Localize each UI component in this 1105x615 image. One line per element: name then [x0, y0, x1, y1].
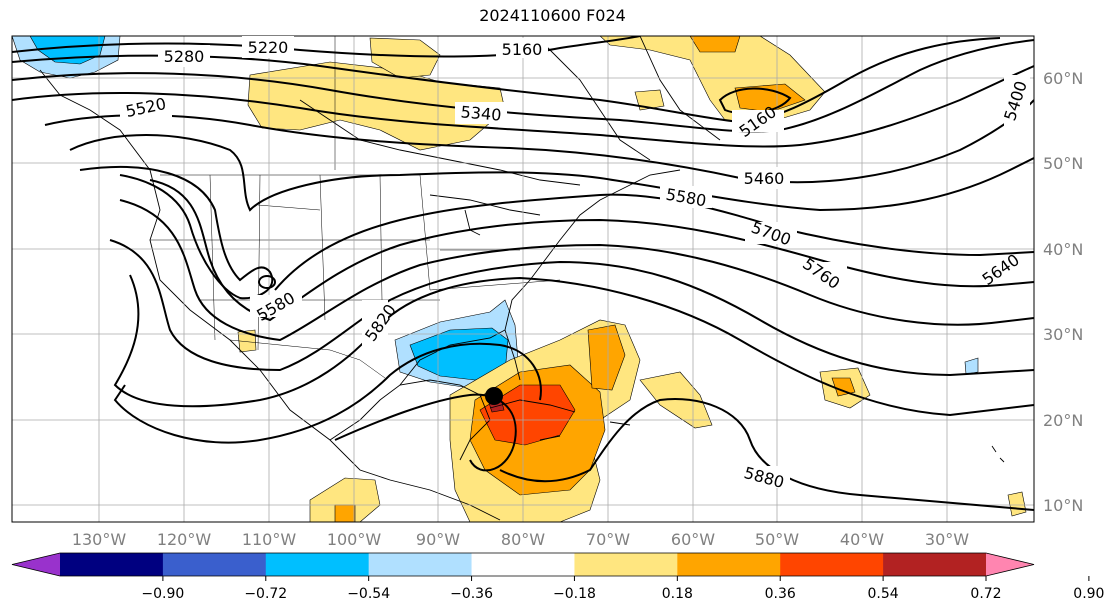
lon-label: 50°W [755, 530, 799, 549]
contour-5400 [12, 65, 1034, 148]
shade-yellow-small-1 [634, 89, 665, 111]
contour-5760 [109, 239, 1034, 377]
latitude-labels: 60°N 50°N 40°N 30°N 20°N 10°N [1043, 69, 1083, 515]
shade-yellow-small-3 [1007, 491, 1027, 517]
shade-orange-mexico [334, 504, 356, 522]
political-borders [150, 36, 561, 379]
colorbar-outline [11, 552, 1035, 577]
colorbar-tick-label: 0.18 [662, 586, 693, 602]
shade-orange-greenland [689, 36, 741, 53]
colorbar-segment [368, 553, 473, 576]
contour-5460 [44, 99, 1034, 184]
lon-label: 40°W [840, 530, 884, 549]
colorbar-tick-label: 0.36 [765, 586, 796, 602]
colorbar-segment [265, 553, 370, 576]
shade-yellow-small-2 [237, 329, 257, 353]
lon-label: 70°W [586, 530, 630, 549]
contour-5700 [119, 199, 1034, 342]
map-title: 2024110600 F024 [479, 6, 626, 25]
contour-5520 [69, 134, 1034, 212]
colorbar-segment [574, 553, 678, 576]
lon-label: 120°W [157, 530, 212, 549]
lon-label: 30°W [925, 530, 969, 549]
colorbar-segment [780, 553, 884, 576]
lon-label: 110°W [242, 530, 297, 549]
contour-5340 [12, 39, 1034, 133]
colorbar-segment [677, 553, 781, 576]
lat-label: 10°N [1043, 496, 1083, 515]
contour-5580-b [274, 193, 1034, 291]
contour-label: 5460 [744, 169, 785, 188]
lon-label: 100°W [327, 530, 382, 549]
contour-5280 [12, 37, 1001, 124]
colorbar-extend-high [986, 553, 1034, 576]
storm-marker [485, 387, 503, 405]
colorbar-segment [883, 553, 987, 576]
colorbar-segment [60, 553, 164, 576]
colorbar: −0.90 −0.72 −0.54 −0.36 −0.18 0.18 0.36 0.54 0.7… [11, 552, 1104, 602]
contour-label: 5220 [248, 38, 289, 57]
shade-orange-atlantic-1 [587, 324, 626, 391]
lat-label: 40°N [1043, 240, 1083, 259]
colorbar-tick-label: −0.36 [450, 586, 493, 602]
shade-orange-atlantic-2 [831, 377, 856, 397]
colorbar-tick-label: −0.72 [244, 586, 287, 602]
contour-label: 5160 [502, 40, 543, 59]
longitude-labels: 130°W 120°W 110°W 100°W 90°W 80°W 70°W 6… [72, 530, 969, 549]
colorbar-tick-label: 0.90 [1073, 586, 1104, 602]
contour-5220 [12, 36, 641, 58]
lon-label: 90°W [416, 530, 460, 549]
lat-label: 30°N [1043, 325, 1083, 344]
map-border [11, 35, 1035, 523]
contour-5880-a [113, 342, 542, 444]
contour-label: 5280 [164, 47, 205, 66]
colorbar-tick-label: −0.18 [553, 586, 596, 602]
shade-blue-small [964, 357, 979, 375]
shade-red-caribbean [479, 384, 576, 446]
colorbar-tick-label: −0.90 [141, 586, 184, 602]
lon-label: 60°W [671, 530, 715, 549]
lat-label: 60°N [1043, 69, 1083, 88]
colorbar-segment [162, 553, 267, 576]
lat-label: 50°N [1043, 154, 1083, 173]
contour-5580-a [79, 166, 274, 300]
lon-label: 80°W [501, 530, 545, 549]
contour-label: 5340 [460, 102, 502, 124]
colorbar-tick-label: 0.72 [970, 586, 1001, 602]
contour-5880-c [499, 398, 1034, 511]
colorbar-segment [471, 553, 575, 576]
colorbar-tick-label: 0.54 [868, 586, 899, 602]
colorbar-extend-low [12, 553, 60, 576]
coastlines [39, 36, 1005, 521]
colorbar-tick-label: −0.54 [347, 586, 390, 602]
lat-label: 20°N [1043, 411, 1083, 430]
height-contours [12, 36, 1034, 511]
shade-yellow-atlantic-1 [639, 371, 713, 429]
lon-label: 130°W [72, 530, 127, 549]
shade-yellow-baffin [369, 37, 441, 79]
